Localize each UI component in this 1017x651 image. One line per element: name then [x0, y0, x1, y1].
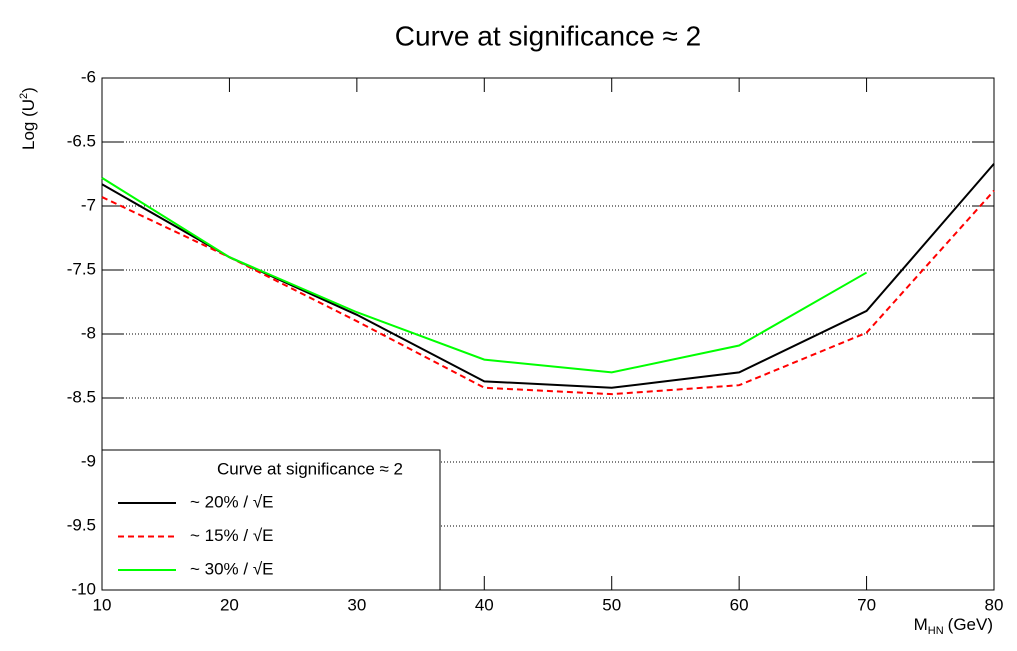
x-tick-label: 30: [347, 595, 366, 614]
y-axis-label: Log (U2): [18, 87, 39, 150]
legend-label: ~ 15% / √E: [190, 526, 274, 545]
x-tick-label: 70: [857, 595, 876, 614]
x-tick-label: 40: [475, 595, 494, 614]
y-label-main: Log (U: [19, 99, 38, 150]
legend-label: ~ 20% / √E: [190, 492, 274, 511]
x-tick-label: 60: [730, 595, 749, 614]
plot-frame: [101, 77, 995, 591]
y-tick-label: -9.5: [67, 515, 96, 534]
legend-box: [101, 449, 441, 591]
x-tick-label: 10: [93, 595, 112, 614]
x-label-main: M: [914, 615, 928, 634]
y-tick-label: -7: [81, 195, 96, 214]
y-tick-label: -10: [71, 579, 96, 598]
legend-title: Curve at significance ≈ 2: [217, 459, 403, 478]
series-line: [101, 189, 995, 396]
y-tick-label: -6.5: [67, 131, 96, 150]
y-tick-label: -9: [81, 451, 96, 470]
x-tick-label: 20: [220, 595, 239, 614]
x-tick-label: 50: [602, 595, 621, 614]
x-axis-label: MHN (GeV): [914, 615, 993, 636]
y-tick-label: -8.5: [67, 387, 96, 406]
legend-label: ~ 30% / √E: [190, 559, 274, 578]
chart-title: Curve at significance ≈ 2: [395, 20, 701, 51]
x-label-sub: HN: [928, 625, 944, 637]
series-line: [101, 176, 868, 374]
y-tick-label: -6: [81, 67, 96, 86]
y-label-close: ): [19, 87, 38, 93]
x-label-unit: (GeV): [948, 615, 993, 634]
x-tick-label: 80: [985, 595, 1004, 614]
y-label-sup: 2: [18, 93, 30, 99]
y-tick-label: -7.5: [67, 259, 96, 278]
y-tick-label: -8: [81, 323, 96, 342]
